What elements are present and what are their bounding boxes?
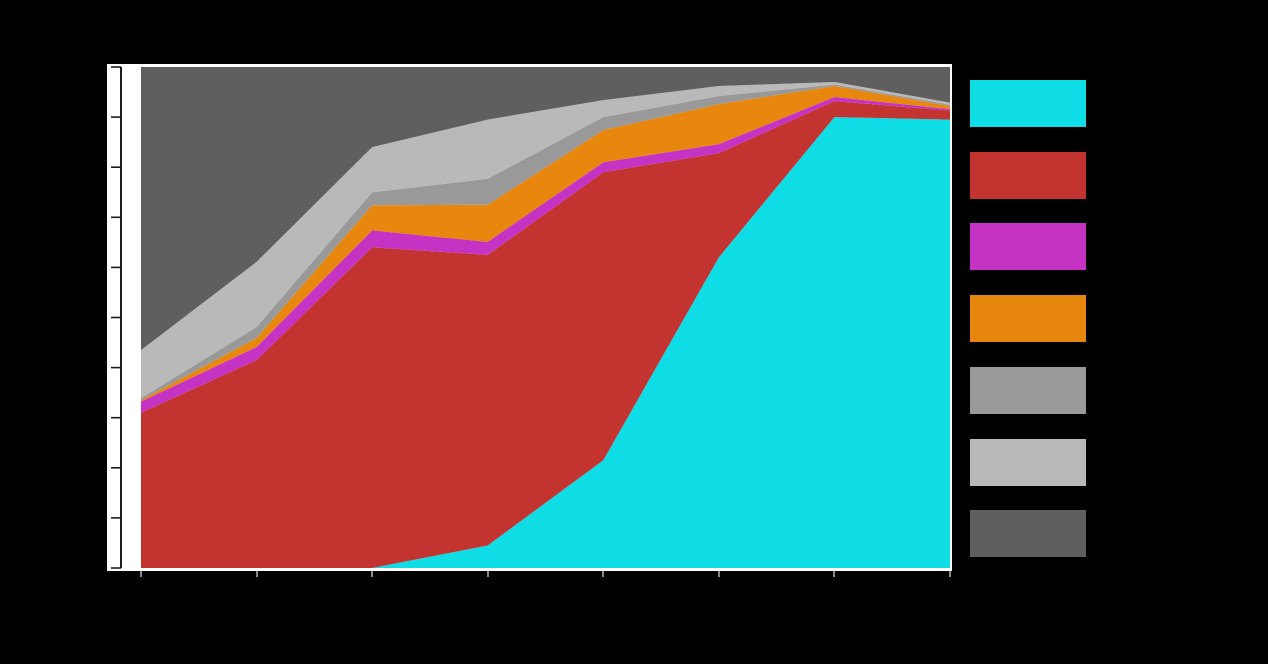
legend-swatch-cyan bbox=[970, 80, 1086, 127]
legend-swatch-red bbox=[970, 152, 1086, 199]
stacked-area-chart bbox=[111, 66, 950, 569]
area-series-cyan bbox=[141, 117, 950, 568]
x-axis-tick bbox=[949, 571, 951, 577]
x-axis-tick bbox=[140, 571, 142, 577]
x-axis-tick bbox=[371, 571, 374, 577]
area-series-dark-gray bbox=[141, 67, 950, 351]
x-axis-tick bbox=[602, 571, 605, 577]
legend-swatch-gray bbox=[970, 367, 1086, 414]
legend-swatch-dark-gray bbox=[970, 510, 1086, 557]
x-axis-tick bbox=[486, 571, 489, 577]
x-axis-tick bbox=[255, 571, 258, 577]
legend-swatch-magenta bbox=[970, 223, 1086, 270]
plot-area bbox=[107, 64, 952, 571]
x-axis-tick bbox=[833, 571, 836, 577]
legend bbox=[970, 80, 1086, 560]
area-series-light-gray bbox=[141, 82, 950, 399]
legend-swatch-light-gray bbox=[970, 439, 1086, 486]
area-series-red bbox=[141, 101, 950, 569]
x-axis-tick bbox=[717, 571, 720, 577]
legend-swatch-orange bbox=[970, 295, 1086, 342]
